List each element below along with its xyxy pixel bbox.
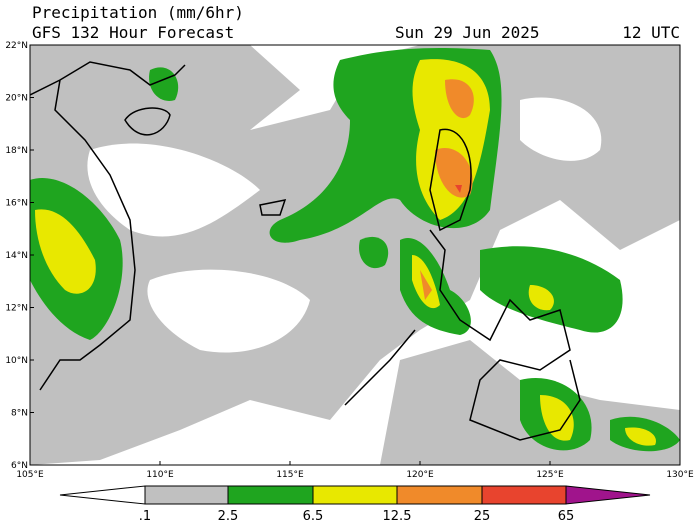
colorbar: .1 2.5 6.5 12.5 25 65	[59, 485, 651, 524]
colorbar-label: 25	[474, 509, 491, 524]
title: Precipitation (mm/6hr)	[32, 3, 244, 22]
lat-label: 22°N	[5, 41, 28, 51]
map: 22°N 20°N 18°N 16°N 14°N 12°N 10°N 8°N 6°N 105°E…	[5, 41, 694, 480]
lat-label: 20°N	[5, 94, 28, 104]
lon-axis: 105°E 110°E 115°E 120°E 125°E 130°E	[16, 461, 694, 480]
lat-label: 16°N	[5, 199, 28, 209]
colorbar-label: .1	[139, 509, 151, 524]
lat-label: 10°N	[5, 356, 28, 366]
lat-label: 18°N	[5, 146, 28, 156]
lon-label: 120°E	[406, 470, 434, 480]
lon-label: 125°E	[536, 470, 564, 480]
lon-label: 105°E	[16, 470, 44, 480]
colorbar-label: 6.5	[303, 509, 324, 524]
subtitle: GFS 132 Hour Forecast	[32, 23, 234, 42]
time: 12 UTC	[622, 23, 680, 42]
lat-label: 12°N	[5, 304, 28, 314]
coastlines	[30, 61, 581, 441]
precip-field	[30, 45, 680, 465]
colorbar-label: 65	[558, 509, 575, 524]
lat-label: 14°N	[5, 251, 28, 261]
date: Sun 29 Jun 2025	[395, 23, 540, 42]
lon-label: 115°E	[276, 470, 304, 480]
lon-label: 130°E	[666, 470, 694, 480]
lat-label: 6°N	[11, 461, 28, 471]
lat-axis: 22°N 20°N 18°N 16°N 14°N 12°N 10°N 8°N 6°N	[5, 41, 34, 471]
lon-label: 110°E	[146, 470, 174, 480]
colorbar-label: 12.5	[383, 509, 412, 524]
lat-label: 8°N	[11, 409, 28, 419]
colorbar-label: 2.5	[218, 509, 239, 524]
